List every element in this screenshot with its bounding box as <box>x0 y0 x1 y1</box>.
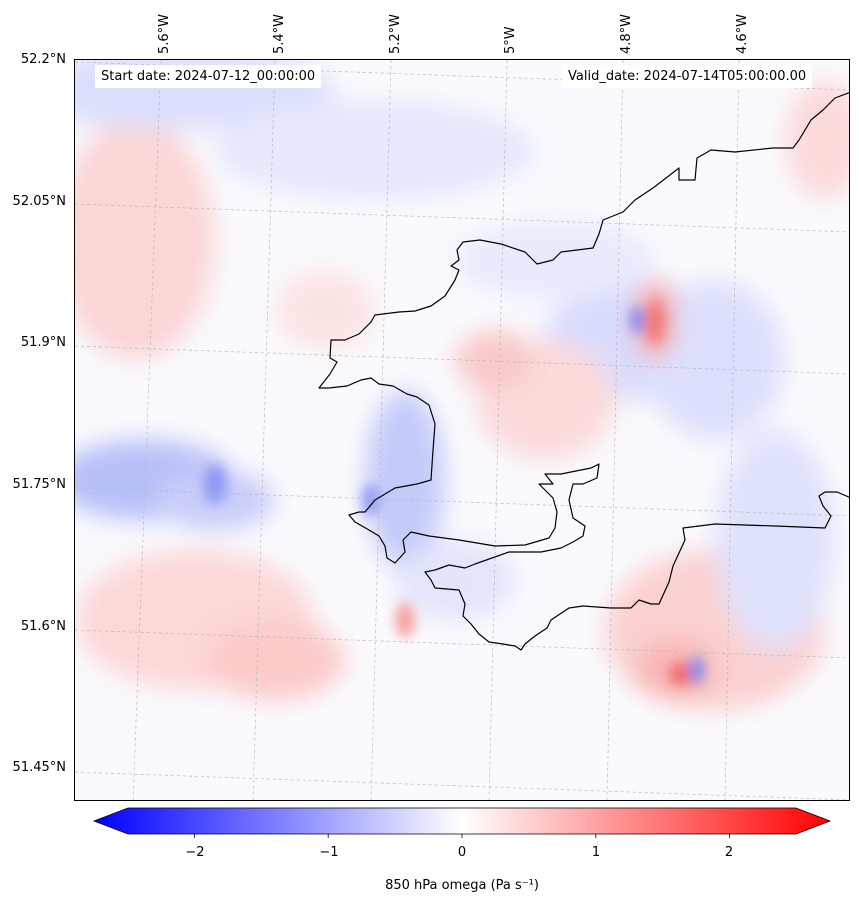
valid-date-label: Valid_date: 2024-07-14T05:00:00.00 <box>562 65 813 88</box>
ascent-core <box>630 306 644 334</box>
ascent-core <box>362 484 380 516</box>
descent-region <box>75 120 215 360</box>
descent-region <box>275 270 375 350</box>
meridian <box>606 60 624 800</box>
descent-region <box>785 80 849 200</box>
colorbar-tick-label: 1 <box>591 845 601 860</box>
lat-label: 52.2°N <box>20 52 66 67</box>
meridian <box>252 60 276 800</box>
start-date-label: Start date: 2024-07-12_00:00:00 <box>95 65 322 88</box>
descent-core <box>395 602 415 638</box>
meridian <box>370 60 392 800</box>
descent-region <box>455 330 535 390</box>
meridian <box>488 60 508 800</box>
descent-core <box>669 662 693 686</box>
colorbar-ticks <box>193 834 731 838</box>
colorbar-tick-label: 0 <box>457 845 467 860</box>
ascent-core <box>690 656 704 684</box>
lat-label: 51.45°N <box>12 760 66 775</box>
colorbar-tick-label: −1 <box>319 845 339 860</box>
omega-cores <box>203 300 704 686</box>
colorbar-bar <box>92 807 832 835</box>
coastline-north <box>318 92 849 651</box>
ascent-region <box>455 220 655 300</box>
meridian <box>132 60 162 800</box>
coastline <box>318 92 849 651</box>
omega-field-map <box>75 60 849 800</box>
ascent-band <box>365 390 445 570</box>
colorbar-tick-label: 2 <box>724 845 734 860</box>
ascent-region <box>215 100 535 200</box>
lat-label: 51.9°N <box>20 335 66 350</box>
descent-core <box>645 300 665 344</box>
graticule <box>75 60 849 800</box>
lat-label: 52.05°N <box>12 194 66 209</box>
map-panel <box>74 59 850 801</box>
ascent-region <box>645 280 785 440</box>
lat-label: 51.75°N <box>12 477 66 492</box>
meridian <box>724 60 740 800</box>
colorbar-tick-label: −2 <box>185 845 205 860</box>
lat-label: 51.6°N <box>20 619 66 634</box>
ascent-region <box>715 430 835 650</box>
colorbar-label: 850 hPa omega (Pa s⁻¹) <box>385 878 539 893</box>
ascent-core <box>203 464 227 504</box>
descent-region <box>205 620 345 700</box>
